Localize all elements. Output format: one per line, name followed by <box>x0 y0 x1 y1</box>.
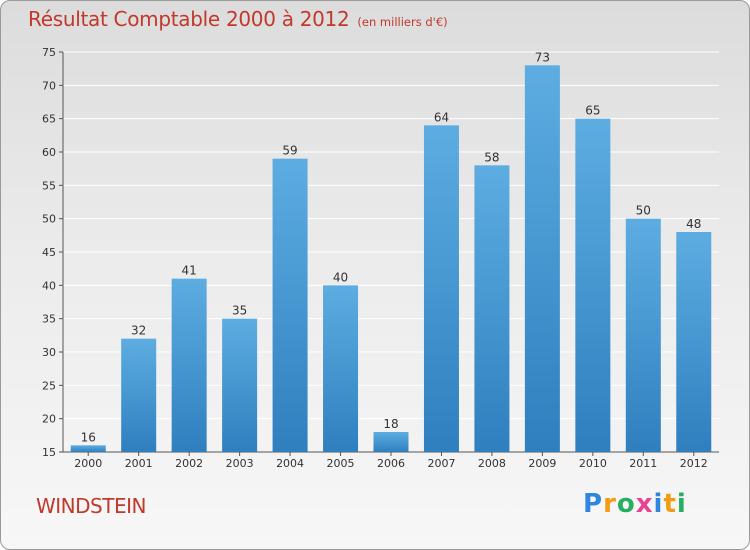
bar-value-label: 59 <box>282 144 297 158</box>
y-tick-label: 65 <box>42 113 56 126</box>
logo-letter: i <box>676 489 687 519</box>
bar <box>373 432 409 452</box>
bar-value-label: 58 <box>484 150 499 164</box>
chart-title-block: Résultat Comptable 2000 à 2012 (en millie… <box>28 7 448 31</box>
bar <box>222 318 258 452</box>
x-tick-label: 2000 <box>74 457 102 470</box>
logo-letter: i <box>653 489 664 519</box>
x-tick-label: 2010 <box>579 457 607 470</box>
logo-letter: P <box>583 489 604 519</box>
bar-value-label: 35 <box>232 304 247 318</box>
x-tick-label: 2006 <box>377 457 405 470</box>
logo-letter: x <box>635 489 654 519</box>
bar-value-label: 73 <box>535 50 550 64</box>
x-tick-label: 2002 <box>175 457 203 470</box>
bar-value-label: 18 <box>383 417 398 431</box>
x-tick-label: 2003 <box>226 457 254 470</box>
bar-value-label: 64 <box>434 110 449 124</box>
y-tick-label: 15 <box>42 446 56 459</box>
logo-letter: r <box>603 489 617 519</box>
x-tick-label: 2012 <box>680 457 708 470</box>
logo-letter: t <box>663 489 677 519</box>
bar-value-label: 41 <box>182 264 197 278</box>
logo-letter: o <box>616 489 636 519</box>
x-tick-label: 2009 <box>528 457 556 470</box>
y-tick-label: 30 <box>42 346 56 359</box>
bar-value-label: 32 <box>131 324 146 338</box>
y-tick-label: 25 <box>42 379 56 392</box>
proxiti-logo: Proxiti <box>583 489 687 519</box>
bar <box>575 118 611 453</box>
chart-subtitle: (en milliers d'€) <box>357 15 448 29</box>
y-tick-label: 20 <box>42 413 56 426</box>
bar <box>625 218 661 452</box>
bar <box>70 445 106 452</box>
bar-value-label: 48 <box>686 217 701 231</box>
x-tick-label: 2005 <box>327 457 355 470</box>
bar <box>423 125 459 452</box>
y-tick-label: 75 <box>42 46 56 59</box>
x-tick-label: 2008 <box>478 457 506 470</box>
y-tick-label: 35 <box>42 313 56 326</box>
y-tick-label: 50 <box>42 213 56 226</box>
x-tick-label: 2001 <box>125 457 153 470</box>
bar <box>171 278 207 452</box>
y-tick-label: 70 <box>42 79 56 92</box>
bar <box>474 165 510 453</box>
x-tick-label: 2007 <box>427 457 455 470</box>
y-tick-label: 40 <box>42 279 56 292</box>
x-tick-label: 2004 <box>276 457 304 470</box>
commune-name: WINDSTEIN <box>36 494 146 518</box>
bar-value-label: 50 <box>636 204 651 218</box>
y-tick-label: 60 <box>42 146 56 159</box>
bar <box>524 65 560 452</box>
bar-value-label: 40 <box>333 270 348 284</box>
bar <box>323 285 359 452</box>
chart-title: Résultat Comptable 2000 à 2012 <box>28 7 350 31</box>
y-tick-label: 55 <box>42 179 56 192</box>
x-tick-label: 2011 <box>629 457 657 470</box>
bar <box>676 232 712 452</box>
bar <box>121 338 157 452</box>
bar-value-label: 16 <box>81 430 96 444</box>
bar-value-label: 65 <box>585 104 600 118</box>
y-tick-label: 45 <box>42 246 56 259</box>
bar <box>272 158 308 452</box>
